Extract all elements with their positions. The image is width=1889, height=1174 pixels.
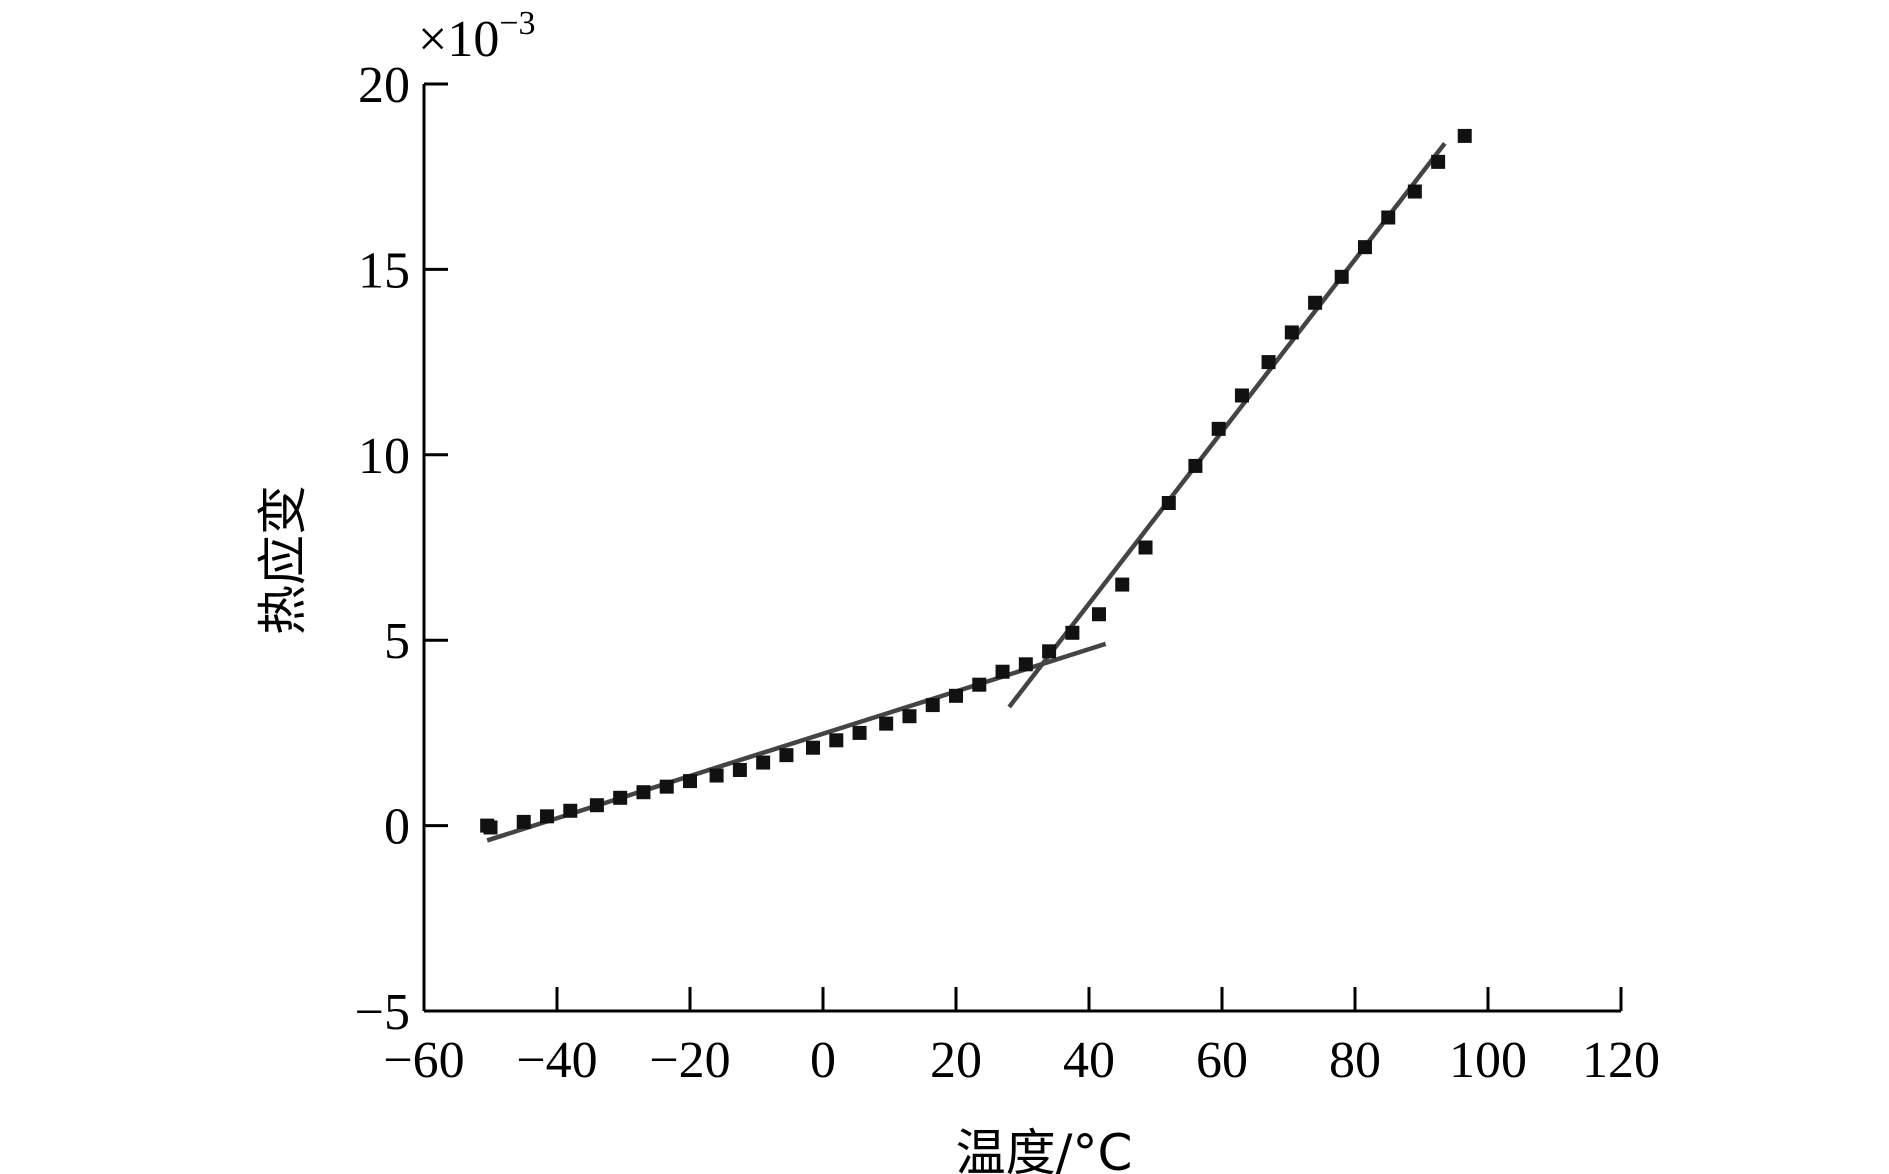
data-point	[1407, 184, 1422, 199]
y-tick-label: 20	[358, 57, 410, 114]
x-tick-label: −40	[516, 1032, 597, 1089]
data-point	[1357, 240, 1372, 255]
y-tick-label: 0	[384, 799, 410, 856]
x-tick-label: −20	[649, 1032, 730, 1089]
data-point	[1381, 210, 1396, 225]
x-tick-label: 20	[930, 1032, 982, 1089]
data-point	[1018, 657, 1033, 672]
data-point	[902, 709, 917, 724]
data-point	[1261, 355, 1276, 370]
data-point	[1042, 644, 1057, 659]
data-point	[1115, 577, 1130, 592]
data-point	[806, 740, 821, 755]
data-point	[1334, 269, 1349, 284]
data-point	[483, 820, 498, 835]
data-point	[779, 748, 794, 763]
data-point	[563, 803, 578, 818]
x-tick-label: 60	[1196, 1032, 1248, 1089]
data-point	[683, 774, 697, 789]
y-tick-label: −5	[355, 984, 410, 1041]
data-point	[829, 733, 844, 748]
data-point	[709, 768, 724, 783]
data-point	[1284, 325, 1299, 340]
data-point	[516, 814, 531, 829]
data-point	[589, 798, 604, 813]
data-point	[1211, 421, 1226, 436]
fit-lines	[486, 141, 1447, 843]
y-axis-multiplier: ×10−3	[418, 5, 536, 68]
data-point	[636, 785, 651, 800]
y-ticks: −5 0 5 10 15 20	[355, 57, 448, 1041]
data-point	[1091, 607, 1106, 622]
y-tick-label: 15	[358, 242, 410, 299]
data-point	[659, 779, 674, 794]
data-point	[852, 725, 867, 740]
data-point	[972, 677, 987, 692]
data-point	[1431, 154, 1446, 169]
x-axis-title: 温度/°C	[956, 1124, 1133, 1174]
data-point	[1308, 295, 1323, 310]
multiplier-exponent: −3	[499, 5, 535, 42]
data-point	[756, 755, 771, 770]
fit-line	[486, 641, 1107, 843]
data-point	[1188, 458, 1203, 473]
plot-area: −5 0 5 10 15 20 −60 −40 −20 0 20 40 60 80 100 120	[355, 57, 1660, 1089]
x-tick-label: 0	[810, 1032, 836, 1089]
data-points	[480, 128, 1472, 835]
data-point	[1138, 540, 1153, 555]
data-point	[1065, 625, 1080, 640]
data-point	[613, 790, 628, 805]
data-point	[540, 809, 555, 824]
data-point	[879, 716, 894, 731]
x-tick-label: 100	[1449, 1032, 1527, 1089]
data-point	[1161, 496, 1176, 511]
data-point	[732, 762, 747, 777]
y-tick-label: 5	[384, 613, 410, 670]
fit-line	[1007, 141, 1447, 709]
x-tick-label: −60	[383, 1032, 464, 1089]
y-tick-label: 10	[358, 428, 410, 485]
x-ticks: −60 −40 −20 0 20 40 60 80 100 120	[383, 987, 1660, 1089]
x-tick-label: 80	[1329, 1032, 1381, 1089]
data-point	[1457, 128, 1472, 143]
data-point	[949, 688, 963, 703]
data-point	[995, 664, 1010, 679]
data-point	[1234, 388, 1249, 403]
multiplier-base: ×10	[418, 11, 499, 68]
y-axis-title: 热应变	[254, 485, 312, 635]
x-tick-label: 40	[1063, 1032, 1115, 1089]
data-point	[925, 698, 940, 713]
x-tick-label: 120	[1582, 1032, 1660, 1089]
